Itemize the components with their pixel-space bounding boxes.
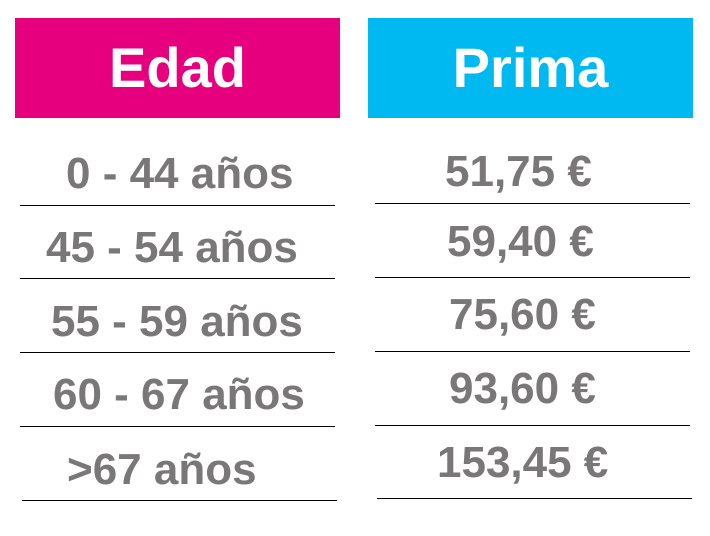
row-divider	[375, 203, 690, 204]
row-divider	[375, 351, 690, 352]
row-divider	[20, 205, 335, 206]
prima-header: Prima	[368, 18, 693, 118]
prima-cell: 93,60 €	[449, 364, 596, 413]
edad-cell: 55 - 59 años	[51, 297, 303, 346]
edad-cell: 0 - 44 años	[66, 149, 294, 198]
edad-header: Edad	[15, 18, 340, 118]
edad-cell: 60 - 67 años	[53, 370, 305, 419]
row-divider	[377, 498, 692, 499]
prima-header-label: Prima	[452, 36, 609, 99]
prima-cell: 59,40 €	[447, 217, 594, 266]
row-divider	[20, 352, 335, 353]
row-divider	[375, 425, 690, 426]
prima-cell: 75,60 €	[449, 290, 596, 339]
row-divider	[20, 278, 335, 279]
prima-cell: 153,45 €	[437, 438, 609, 487]
row-divider	[375, 277, 690, 278]
row-divider	[20, 426, 335, 427]
edad-cell: >67 años	[67, 445, 257, 494]
row-divider	[22, 500, 337, 501]
edad-cell: 45 - 54 años	[46, 223, 298, 272]
edad-header-label: Edad	[109, 36, 246, 99]
prima-cell: 51,75 €	[445, 147, 592, 196]
